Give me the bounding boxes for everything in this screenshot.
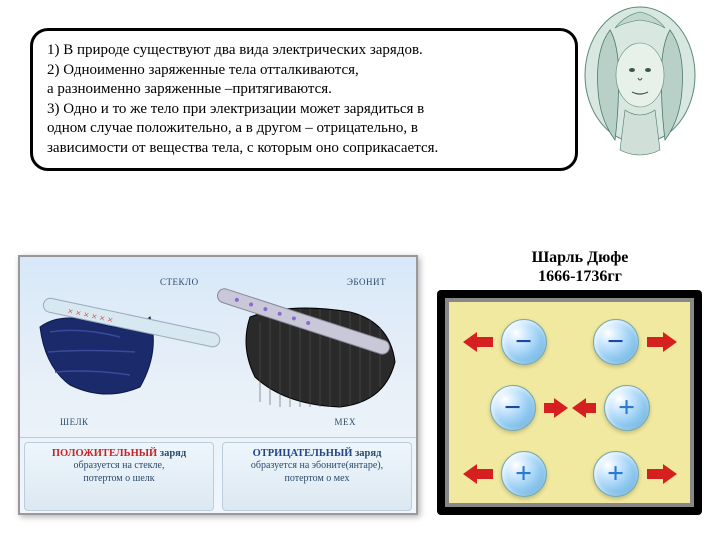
label-ebonite: ЭБОНИТ: [347, 277, 386, 287]
caption-name: Шарль Дюфе: [480, 248, 680, 267]
label-glass: СТЕКЛО: [160, 277, 199, 287]
sphere-minus: −: [501, 319, 547, 365]
arrow-left-icon: [574, 399, 596, 417]
label-silk: ШЕЛК: [60, 417, 89, 427]
arrow-right-icon: [647, 333, 675, 351]
materials-area: × × × × × × СТЕКЛО ШЕЛК ЭБОНИТ: [20, 257, 416, 437]
arrow-left-icon: [465, 333, 493, 351]
fact-line: 2) Одноименно заряженные тела отталкиваю…: [47, 61, 561, 81]
charge-labels: ПОЛОЖИТЕЛЬНЫЙ заряд образуется на стекле…: [20, 437, 416, 515]
fact-line: 3) Одно и то же тело при электризации мо…: [47, 100, 561, 120]
label-fur: МЕХ: [335, 417, 357, 427]
sphere-minus: −: [593, 319, 639, 365]
fact-line: зависимости от вещества тела, с которым …: [47, 139, 561, 159]
charge-row: − +: [445, 378, 694, 438]
portrait-caption: Шарль Дюфе 1666-1736гг: [480, 248, 680, 286]
fact-line: 1) В природе существуют два вида электри…: [47, 41, 561, 61]
sphere-plus: +: [501, 451, 547, 497]
arrow-right-icon: [647, 465, 675, 483]
sphere-plus: +: [604, 385, 650, 431]
charge-row: + +: [445, 444, 694, 504]
materials-diagram: × × × × × × СТЕКЛО ШЕЛК ЭБОНИТ: [18, 255, 418, 515]
sphere-minus: −: [490, 385, 536, 431]
positive-charge-label: ПОЛОЖИТЕЛЬНЫЙ заряд образуется на стекле…: [24, 442, 214, 511]
arrow-right-icon: [544, 399, 566, 417]
arrow-left-icon: [465, 465, 493, 483]
charge-interaction-diagram: − − − + + +: [437, 290, 702, 515]
charge-row: − −: [445, 312, 694, 372]
fact-line: одном случае положительно, а в другом – …: [47, 119, 561, 139]
negative-charge-label: ОТРИЦАТЕЛЬНЫЙ заряд образуется на эбонит…: [222, 442, 412, 511]
caption-years: 1666-1736гг: [480, 267, 680, 286]
facts-box: 1) В природе существуют два вида электри…: [30, 28, 578, 171]
fact-line: а разноименно заряженные –притягиваются.: [47, 80, 561, 100]
portrait-image: [570, 0, 710, 170]
sphere-plus: +: [593, 451, 639, 497]
